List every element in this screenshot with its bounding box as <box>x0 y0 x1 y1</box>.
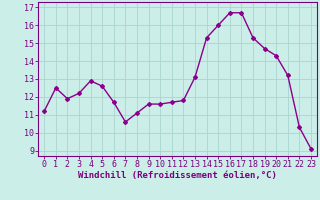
X-axis label: Windchill (Refroidissement éolien,°C): Windchill (Refroidissement éolien,°C) <box>78 171 277 180</box>
